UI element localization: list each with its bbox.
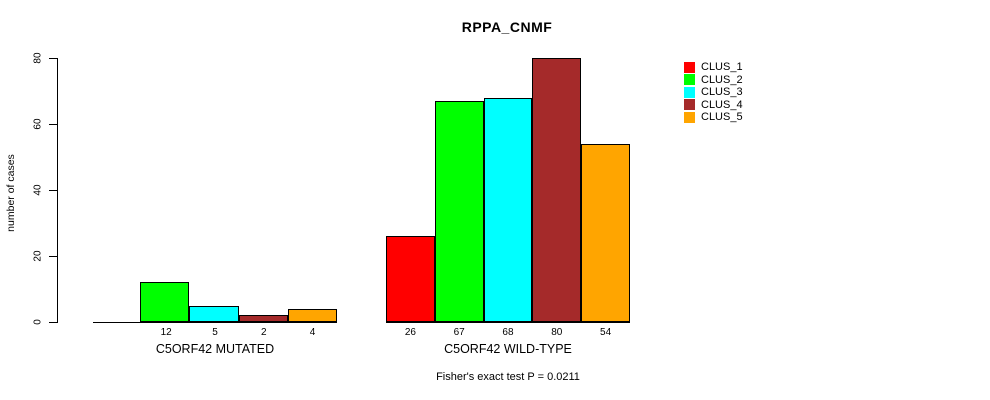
fisher-test-annotation: Fisher's exact test P = 0.0211 — [436, 371, 580, 383]
bar-value-label: 2 — [261, 327, 267, 338]
y-tick-mark-0 — [49, 322, 58, 323]
bar-clus_3-group1 — [483, 97, 533, 322]
bar-value-label — [93, 327, 142, 338]
bar-clus_2-group0 — [140, 282, 190, 322]
legend-label-clus_5: CLUS_5 — [701, 111, 743, 123]
bar-value-label: 26 — [404, 327, 416, 338]
bar-clus_5-group1 — [581, 143, 630, 322]
bar-value-labels-mutated: 12 5 2 4 — [93, 327, 337, 338]
bar-group-mutated — [93, 58, 338, 322]
y-tick-mark-40 — [49, 190, 58, 191]
y-tick-label-60: 60 — [32, 118, 44, 130]
bar-value-label: 80 — [551, 327, 563, 338]
bar-clus_3-group0 — [189, 305, 239, 322]
bar-clus_4-group1 — [532, 58, 582, 322]
bar-value-label: 68 — [502, 327, 514, 338]
legend-row-clus_3: CLUS_3 — [684, 86, 743, 99]
bar-value-labels-wildtype: 26 67 68 80 54 — [386, 327, 630, 338]
y-tick-mark-20 — [49, 256, 58, 257]
legend-row-clus_1: CLUS_1 — [684, 61, 743, 74]
bar-value-label: 4 — [309, 327, 316, 338]
legend-label-clus_3: CLUS_3 — [701, 86, 743, 98]
legend-label-clus_1: CLUS_1 — [701, 61, 743, 73]
chart-title: RPPA_CNMF — [461, 19, 553, 35]
bar-clus_2-group1 — [434, 100, 484, 322]
bar-group-wildtype — [386, 58, 630, 322]
y-tick-label-80: 80 — [32, 52, 44, 64]
bar-value-label: 5 — [212, 327, 218, 338]
legend-swatch-clus_5 — [684, 111, 695, 123]
y-tick-mark-60 — [49, 124, 58, 125]
bar-value-label: 67 — [453, 327, 465, 338]
legend-row-clus_2: CLUS_2 — [684, 74, 743, 87]
legend-label-clus_4: CLUS_4 — [701, 98, 743, 111]
bar-value-label: 12 — [160, 327, 172, 338]
legend: CLUS_1 CLUS_2 CLUS_3 CLUS_4 CLUS_5 — [684, 61, 743, 124]
group-label-mutated: C5ORF42 MUTATED — [155, 342, 275, 356]
baseline-mutated — [93, 322, 337, 323]
legend-swatch-clus_1 — [684, 61, 695, 73]
baseline-wildtype — [386, 322, 630, 323]
bar-clus_4-group0 — [238, 315, 288, 322]
legend-swatch-clus_3 — [684, 86, 695, 98]
y-tick-label-20: 20 — [32, 250, 44, 262]
legend-swatch-clus_2 — [684, 74, 695, 86]
y-tick-mark-80 — [49, 58, 58, 59]
group-label-wildtype: C5ORF42 WILD-TYPE — [444, 342, 572, 356]
y-axis-title: number of cases — [5, 154, 17, 232]
legend-label-clus_2: CLUS_2 — [701, 73, 743, 86]
bar-value-label: 54 — [600, 327, 612, 338]
y-tick-label-0: 0 — [32, 319, 44, 325]
legend-row-clus_5: CLUS_5 — [684, 111, 743, 124]
legend-swatch-clus_4 — [684, 99, 695, 111]
bar-clus_5-group0 — [287, 308, 338, 322]
y-tick-label-40: 40 — [32, 184, 44, 196]
bar-clus_1-group1 — [386, 236, 435, 322]
legend-row-clus_4: CLUS_4 — [684, 99, 743, 112]
